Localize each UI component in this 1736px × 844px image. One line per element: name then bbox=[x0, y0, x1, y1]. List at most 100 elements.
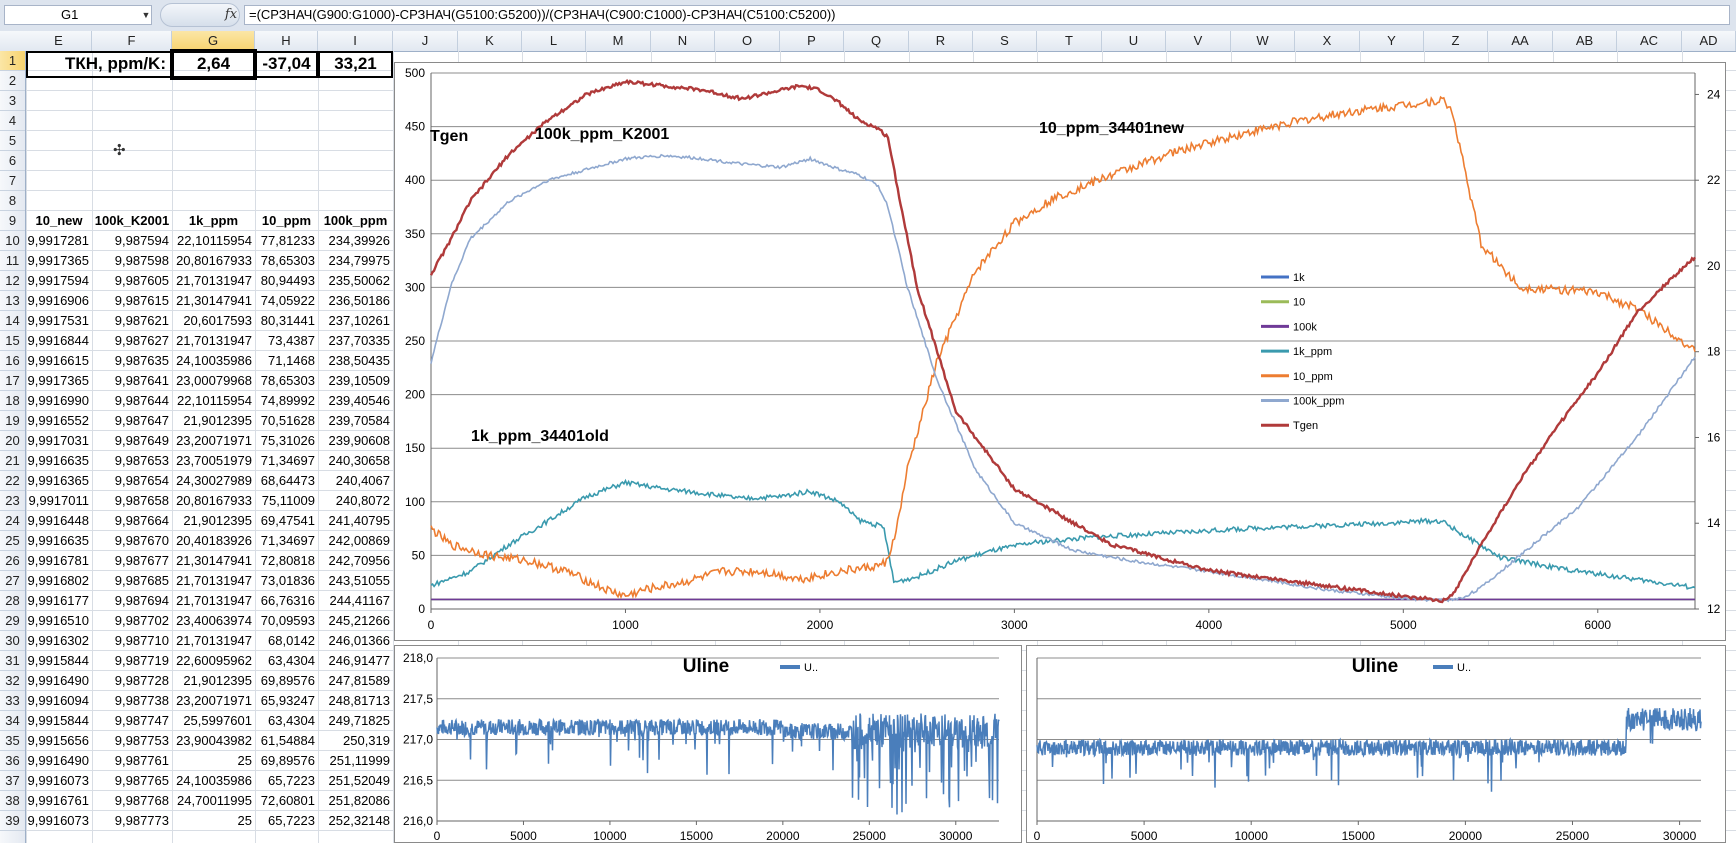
table-cell[interactable]: 9,9916844 bbox=[27, 333, 89, 348]
table-cell[interactable]: 24,10035986 bbox=[176, 353, 252, 368]
table-header-cell[interactable]: 10_ppm bbox=[261, 213, 312, 228]
column-header-u[interactable]: U bbox=[1102, 31, 1166, 51]
table-cell[interactable]: 21,9012395 bbox=[183, 413, 252, 428]
table-cell[interactable]: 234,79975 bbox=[328, 253, 390, 268]
table-cell[interactable]: 21,70131947 bbox=[176, 633, 252, 648]
table-cell[interactable]: 22,10115954 bbox=[177, 393, 252, 408]
table-header-cell[interactable]: 10_new bbox=[35, 213, 83, 228]
row-header-12[interactable]: 12 bbox=[0, 271, 25, 291]
table-cell[interactable]: 9,9916906 bbox=[27, 293, 89, 308]
table-cell[interactable]: 9,9916510 bbox=[27, 613, 89, 628]
table-cell[interactable]: 9,987765 bbox=[114, 773, 169, 788]
row-header-17[interactable]: 17 bbox=[0, 371, 25, 391]
row-header-6[interactable]: 6 bbox=[0, 151, 25, 171]
table-cell[interactable]: 9,987768 bbox=[114, 793, 169, 808]
table-cell[interactable]: 9,9916552 bbox=[27, 413, 89, 428]
column-header-s[interactable]: S bbox=[973, 31, 1037, 51]
row-header-7[interactable]: 7 bbox=[0, 171, 25, 191]
row-header-8[interactable]: 8 bbox=[0, 191, 25, 211]
table-cell[interactable]: 9,9917011 bbox=[28, 493, 90, 508]
table-cell[interactable]: 25 bbox=[237, 753, 252, 768]
table-cell[interactable]: 240,30658 bbox=[328, 453, 390, 468]
column-header-x[interactable]: X bbox=[1295, 31, 1360, 51]
table-cell[interactable]: 68,64473 bbox=[260, 473, 315, 488]
table-cell[interactable]: 9,9916490 bbox=[27, 673, 89, 688]
table-cell[interactable]: 20,80167933 bbox=[176, 253, 252, 268]
row-header-19[interactable]: 19 bbox=[0, 411, 25, 431]
table-cell[interactable]: 9,987694 bbox=[114, 593, 169, 608]
row-header-23[interactable]: 23 bbox=[0, 491, 25, 511]
table-cell[interactable]: 71,1468 bbox=[268, 353, 315, 368]
table-cell[interactable]: 9,987728 bbox=[114, 673, 169, 688]
table-cell[interactable]: 70,51628 bbox=[260, 413, 315, 428]
row-header-14[interactable]: 14 bbox=[0, 311, 25, 331]
table-cell[interactable]: 9,987719 bbox=[114, 653, 169, 668]
table-cell[interactable]: 9,9916365 bbox=[27, 473, 89, 488]
column-header-ac[interactable]: AC bbox=[1617, 31, 1682, 51]
table-cell[interactable]: 74,05922 bbox=[260, 293, 315, 308]
table-cell[interactable]: 9,9916615 bbox=[27, 353, 89, 368]
table-cell[interactable]: 72,60801 bbox=[260, 793, 315, 808]
column-header-j[interactable]: J bbox=[393, 31, 458, 51]
table-cell[interactable]: 9,987685 bbox=[114, 573, 169, 588]
table-cell[interactable]: 237,10261 bbox=[328, 313, 390, 328]
table-cell[interactable]: 69,47541 bbox=[260, 513, 315, 528]
table-cell[interactable]: 9,9917031 bbox=[27, 433, 89, 448]
table-cell[interactable]: 24,30027989 bbox=[176, 473, 252, 488]
tkn-value-i[interactable]: 33,21 bbox=[318, 51, 393, 78]
table-cell[interactable]: 244,41167 bbox=[329, 593, 391, 608]
table-cell[interactable]: 25 bbox=[237, 813, 252, 828]
table-cell[interactable]: 65,93247 bbox=[260, 693, 315, 708]
uline-chart-left[interactable]: 216,0 216,5 217,0 217,5 218,0 0 5000 10000 15000… bbox=[394, 645, 1022, 843]
table-cell[interactable]: 9,987594 bbox=[114, 233, 169, 248]
table-cell[interactable]: 241,40795 bbox=[328, 513, 390, 528]
row-header-13[interactable]: 13 bbox=[0, 291, 25, 311]
table-cell[interactable]: 251,52049 bbox=[328, 773, 390, 788]
table-cell[interactable]: 9,9916635 bbox=[27, 533, 89, 548]
table-cell[interactable]: 9,987598 bbox=[114, 253, 169, 268]
column-header-f[interactable]: F bbox=[92, 31, 172, 51]
table-cell[interactable]: 23,00079968 bbox=[176, 373, 252, 388]
column-header-o[interactable]: O bbox=[715, 31, 780, 51]
table-cell[interactable]: 9,9916761 bbox=[27, 793, 89, 808]
table-cell[interactable]: 20,6017593 bbox=[183, 313, 252, 328]
table-cell[interactable]: 9,9917281 bbox=[27, 233, 89, 248]
formula-input[interactable]: =(СРЗНАЧ(G900:G1000)-СРЗНАЧ(G5100:G5200)… bbox=[244, 5, 1730, 25]
table-cell[interactable]: 21,70131947 bbox=[176, 333, 252, 348]
table-cell[interactable]: 9,9916073 bbox=[27, 813, 89, 828]
row-header-35[interactable]: 35 bbox=[0, 731, 25, 751]
table-cell[interactable]: 9,987647 bbox=[114, 413, 169, 428]
table-cell[interactable]: 9,987664 bbox=[114, 513, 169, 528]
table-cell[interactable]: 68,0142 bbox=[268, 633, 315, 648]
table-cell[interactable]: 243,51055 bbox=[328, 573, 390, 588]
table-cell[interactable]: 21,9012395 bbox=[183, 673, 252, 688]
column-header-q[interactable]: Q bbox=[844, 31, 909, 51]
table-cell[interactable]: 21,9012395 bbox=[183, 513, 252, 528]
row-header-26[interactable]: 26 bbox=[0, 551, 25, 571]
table-cell[interactable]: 9,987615 bbox=[114, 293, 169, 308]
column-header-k[interactable]: K bbox=[458, 31, 522, 51]
row-header-27[interactable]: 27 bbox=[0, 571, 25, 591]
row-header-32[interactable]: 32 bbox=[0, 671, 25, 691]
column-header-y[interactable]: Y bbox=[1360, 31, 1424, 51]
row-header-2[interactable]: 2 bbox=[0, 71, 25, 91]
table-cell[interactable]: 9,987627 bbox=[114, 333, 169, 348]
table-cell[interactable]: 246,91477 bbox=[328, 653, 390, 668]
table-cell[interactable]: 71,34697 bbox=[260, 453, 315, 468]
table-cell[interactable]: 80,94493 bbox=[260, 273, 315, 288]
column-header-aa[interactable]: AA bbox=[1488, 31, 1553, 51]
table-cell[interactable]: 9,9916490 bbox=[27, 753, 89, 768]
table-cell[interactable]: 9,9916302 bbox=[27, 633, 89, 648]
table-cell[interactable]: 63,4304 bbox=[268, 653, 315, 668]
row-header-3[interactable]: 3 bbox=[0, 91, 25, 111]
column-header-ab[interactable]: AB bbox=[1553, 31, 1617, 51]
table-cell[interactable]: 23,90043982 bbox=[176, 733, 252, 748]
column-header-p[interactable]: P bbox=[780, 31, 844, 51]
table-cell[interactable]: 9,987702 bbox=[114, 613, 169, 628]
row-header-22[interactable]: 22 bbox=[0, 471, 25, 491]
table-cell[interactable]: 9,987635 bbox=[114, 353, 169, 368]
table-header-cell[interactable]: 1k_ppm bbox=[188, 213, 239, 228]
table-cell[interactable]: 9,987641 bbox=[114, 373, 169, 388]
table-cell[interactable]: 75,11009 bbox=[261, 493, 315, 508]
table-cell[interactable]: 9,987747 bbox=[114, 713, 169, 728]
